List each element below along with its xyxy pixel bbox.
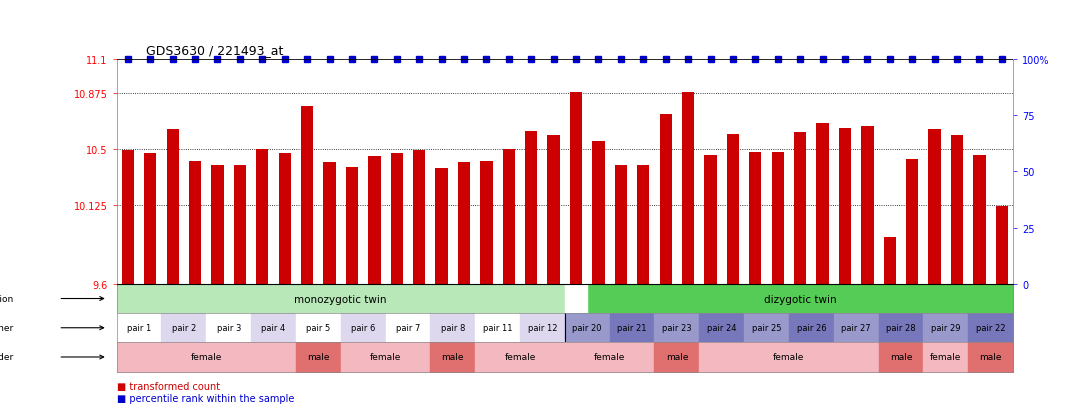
Bar (592, 142, 605, 284)
Text: female: female (190, 353, 222, 362)
Text: pair 6: pair 6 (351, 323, 376, 332)
Text: pair 21: pair 21 (618, 323, 647, 332)
Text: male: male (307, 353, 329, 362)
Bar (794, 133, 807, 284)
Text: male: male (665, 353, 688, 362)
Text: pair 3: pair 3 (216, 323, 241, 332)
Text: female: female (930, 353, 961, 362)
Text: pair 23: pair 23 (662, 323, 691, 332)
Bar (391, 154, 403, 284)
Bar (816, 124, 828, 284)
Bar (279, 154, 291, 284)
Text: GDS3630 / 221493_at: GDS3630 / 221493_at (146, 44, 283, 57)
Bar (189, 161, 201, 284)
Bar (368, 157, 380, 284)
Bar (413, 151, 426, 284)
Text: pair 5: pair 5 (307, 323, 330, 332)
Text: gender: gender (0, 353, 14, 362)
Text: pair 7: pair 7 (395, 323, 420, 332)
Bar (166, 130, 179, 284)
Text: pair 1: pair 1 (127, 323, 151, 332)
Bar (458, 163, 470, 284)
Bar (771, 153, 784, 284)
Text: pair 8: pair 8 (441, 323, 465, 332)
Text: pair 25: pair 25 (752, 323, 781, 332)
Text: other: other (0, 323, 14, 332)
Text: genotype/variation: genotype/variation (0, 294, 14, 303)
Text: male: male (442, 353, 464, 362)
Text: pair 20: pair 20 (572, 323, 602, 332)
Text: pair 22: pair 22 (976, 323, 1005, 332)
Bar (122, 151, 134, 284)
Bar (861, 127, 874, 284)
Bar (212, 166, 224, 284)
Bar (637, 166, 649, 284)
Bar (256, 150, 269, 284)
Text: pair 26: pair 26 (797, 323, 826, 332)
Bar (502, 150, 515, 284)
Text: female: female (773, 353, 805, 362)
Bar (615, 166, 627, 284)
Bar (346, 168, 359, 284)
Text: dizygotic twin: dizygotic twin (764, 294, 836, 304)
Text: pair 4: pair 4 (261, 323, 285, 332)
Bar (750, 153, 761, 284)
Bar (883, 238, 896, 284)
Text: ■ transformed count: ■ transformed count (117, 381, 219, 391)
Bar (323, 163, 336, 284)
Bar (525, 132, 538, 284)
Text: pair 29: pair 29 (931, 323, 960, 332)
Text: male: male (980, 353, 1002, 362)
Bar (973, 156, 986, 284)
Bar (233, 166, 246, 284)
Bar (301, 106, 313, 284)
Text: pair 11: pair 11 (483, 323, 512, 332)
Text: pair 27: pair 27 (841, 323, 870, 332)
Text: pair 24: pair 24 (707, 323, 737, 332)
Bar (548, 136, 559, 284)
Bar (906, 160, 918, 284)
Text: ■ percentile rank within the sample: ■ percentile rank within the sample (117, 393, 294, 403)
Bar (996, 206, 1008, 284)
Bar (704, 156, 717, 284)
Text: pair 12: pair 12 (528, 323, 557, 332)
Text: monozygotic twin: monozygotic twin (295, 294, 387, 304)
Text: pair 2: pair 2 (172, 323, 195, 332)
Text: male: male (890, 353, 913, 362)
Bar (929, 130, 941, 284)
Bar (839, 129, 851, 284)
Bar (481, 161, 492, 284)
Bar (950, 136, 963, 284)
Bar (681, 93, 694, 284)
Text: female: female (504, 353, 536, 362)
Bar (435, 169, 448, 284)
Bar (660, 115, 672, 284)
Bar (727, 135, 739, 284)
Text: female: female (369, 353, 402, 362)
Bar (570, 93, 582, 284)
Text: pair 28: pair 28 (887, 323, 916, 332)
Text: female: female (594, 353, 625, 362)
Bar (144, 154, 157, 284)
